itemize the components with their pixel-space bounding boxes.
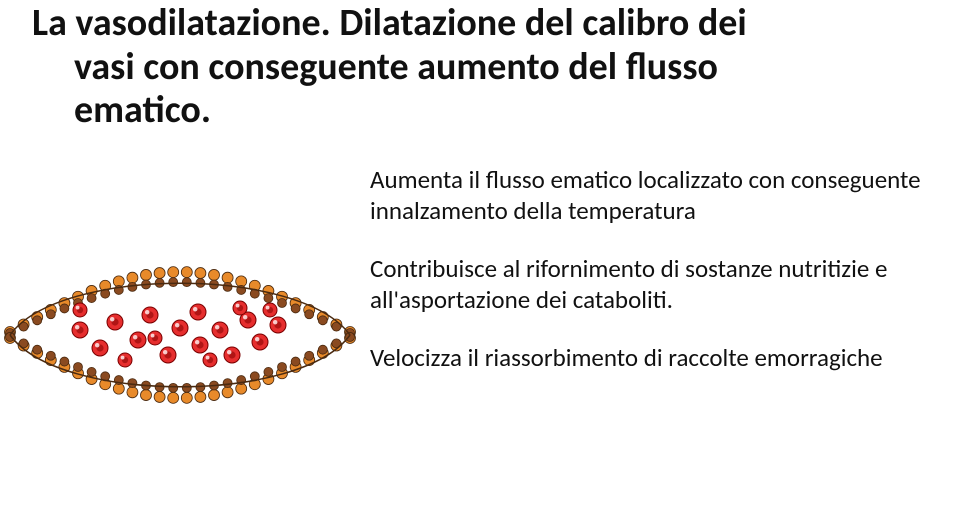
- vasodilation-diagram: [0, 260, 360, 410]
- body-text: Aumenta il flusso ematico localizzato co…: [370, 165, 950, 402]
- paragraph-2: Contribuisce al rifornimento di sostanze…: [370, 254, 950, 315]
- paragraph-1: Aumenta il flusso ematico localizzato co…: [370, 165, 950, 226]
- title-line-3: ematico.: [32, 89, 932, 133]
- paragraph-3: Velocizza il riassorbimento di raccolte …: [370, 343, 950, 374]
- page-title: La vasodilatazione. Dilatazione del cali…: [32, 2, 932, 133]
- title-line-2: vasi con conseguente aumento del flusso: [32, 46, 932, 90]
- title-line-1: La vasodilatazione. Dilatazione del cali…: [32, 2, 932, 46]
